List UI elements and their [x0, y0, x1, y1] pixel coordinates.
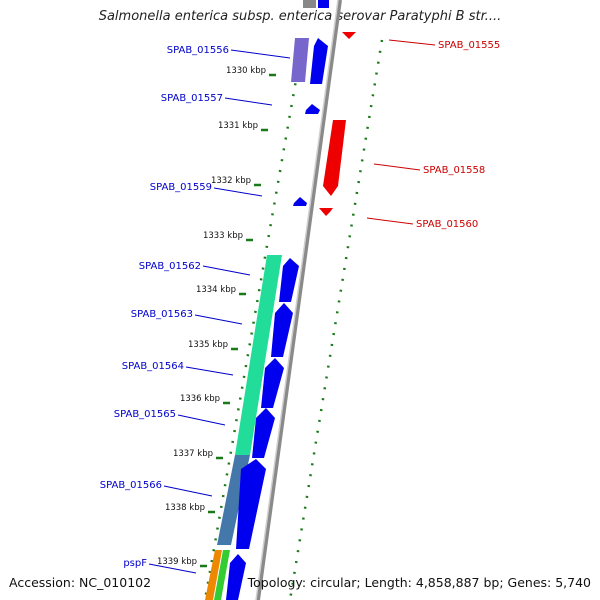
- label-leader: [388, 39, 436, 46]
- gene-arrow-pspf: [226, 554, 246, 600]
- gene-arrow-01566: [236, 459, 266, 549]
- gene-label: SPAB_01563: [131, 309, 193, 320]
- backbone: [256, 0, 342, 600]
- gene-arrow-01563: [271, 303, 293, 357]
- gene-arrow-01555: [342, 32, 356, 39]
- label-leader: [230, 49, 291, 59]
- tick-label: 1330 kbp: [226, 66, 266, 76]
- gene-arrow-01559: [293, 197, 307, 206]
- tick-label: 1338 kbp: [165, 503, 205, 513]
- kbp-ticks: 1330 kbp 1331 kbp 1332 kbp 1333 kbp 1334 kbp…: [157, 66, 276, 568]
- cog-block-pspf-orange: [205, 550, 222, 600]
- tick-label: 1332 kbp: [211, 176, 251, 186]
- gene-label: SPAB_01556: [167, 45, 229, 56]
- tick-label: 1336 kbp: [180, 394, 220, 404]
- tick-label: 1337 kbp: [173, 449, 213, 459]
- gene-label: SPAB_01560: [416, 219, 478, 230]
- gene-label: SPAB_01566: [100, 480, 162, 491]
- label-leader: [202, 265, 251, 276]
- genome-summary: Topology: circular; Length: 4,858,887 bp…: [247, 575, 591, 590]
- gene-arrow-01564: [261, 358, 284, 408]
- tick-label: 1333 kbp: [203, 231, 243, 241]
- gene-label: pspF: [123, 558, 147, 569]
- gene-arrow-01565: [252, 408, 275, 458]
- gene-arrow-01558: [323, 120, 346, 196]
- gene-top-blue: [318, 0, 329, 8]
- label-leader: [213, 187, 263, 197]
- tick-label: 1339 kbp: [157, 557, 197, 567]
- label-leader: [148, 563, 197, 574]
- label-leader: [194, 314, 243, 325]
- tick-label: 1334 kbp: [196, 285, 236, 295]
- label-leader: [224, 97, 273, 106]
- label-leader: [163, 485, 213, 497]
- gene-arrow-01562: [279, 258, 299, 302]
- inner-tick-ring: [203, 39, 305, 600]
- gene-label: SPAB_01557: [161, 93, 223, 104]
- gene-label: SPAB_01558: [423, 165, 485, 176]
- label-leader: [177, 414, 226, 426]
- gene-arrow-01557: [305, 104, 320, 114]
- label-leader: [373, 163, 421, 171]
- gene-label: SPAB_01562: [139, 261, 201, 272]
- backbone-highlight: [255, 0, 339, 600]
- accession-text: Accession: NC_010102: [9, 575, 152, 590]
- gene-label: SPAB_01564: [122, 361, 184, 372]
- gene-label: SPAB_01565: [114, 409, 176, 420]
- gene-top-grey: [303, 0, 316, 8]
- gene-label: SPAB_01559: [150, 182, 212, 193]
- gene-label: SPAB_01555: [438, 40, 500, 51]
- label-leader: [185, 366, 234, 376]
- cog-block-pspf-green: [214, 550, 230, 600]
- tick-label: 1335 kbp: [188, 340, 228, 350]
- gene-arrow-01556: [310, 38, 328, 84]
- map-title: Salmonella enterica subsp. enterica sero…: [98, 9, 502, 24]
- gene-arrow-01560: [319, 208, 333, 216]
- label-leader: [366, 217, 414, 225]
- cog-block-01562-01565: [235, 255, 282, 455]
- gene-labels: SPAB_01556 SPAB_01557 SPAB_01559 SPAB_01562…: [100, 39, 500, 574]
- tick-label: 1331 kbp: [218, 121, 258, 131]
- cog-block-01556: [291, 38, 309, 82]
